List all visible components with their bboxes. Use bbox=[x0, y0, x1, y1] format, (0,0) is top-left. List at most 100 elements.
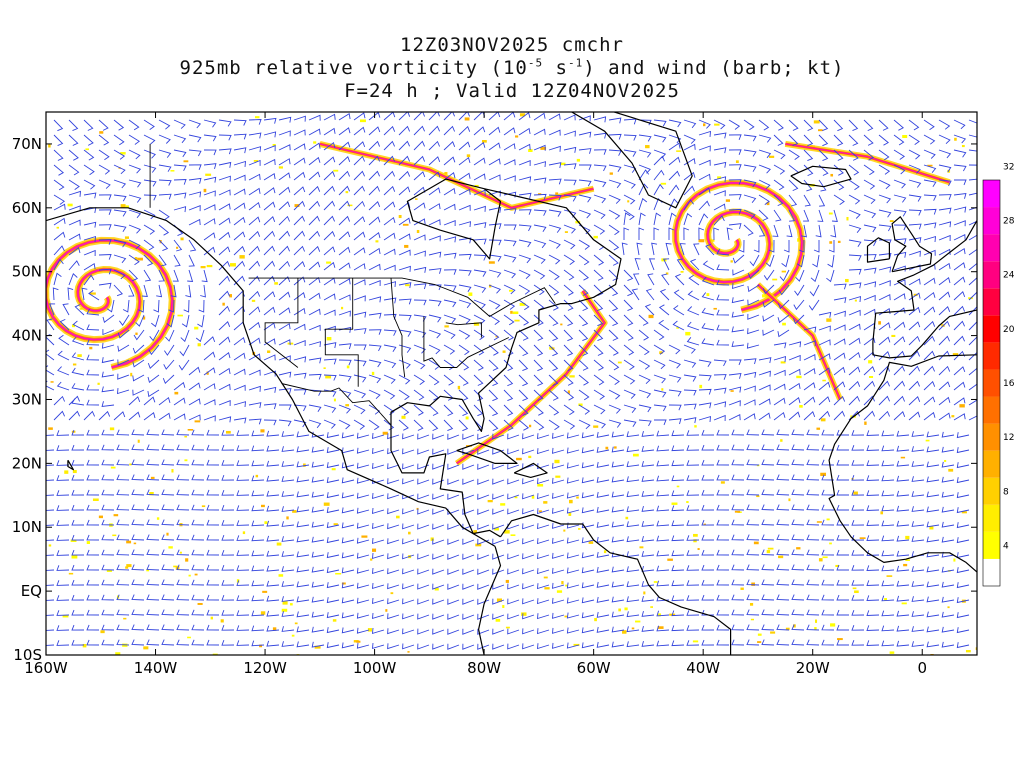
wind-barb bbox=[146, 609, 160, 616]
wind-barb bbox=[477, 463, 490, 470]
wind-barb bbox=[596, 581, 610, 588]
wind-barb bbox=[908, 134, 920, 145]
lat-tick-label: EQ bbox=[21, 582, 42, 600]
wind-barb bbox=[776, 594, 790, 601]
vorticity-speck bbox=[303, 463, 306, 467]
wind-barb bbox=[803, 354, 816, 361]
vorticity-speck bbox=[569, 375, 575, 378]
wind-barb bbox=[432, 433, 445, 440]
wind-barb bbox=[221, 609, 235, 616]
wind-barb bbox=[818, 353, 831, 361]
wind-barb bbox=[128, 269, 139, 282]
wind-barb bbox=[323, 230, 336, 241]
wind-barb bbox=[293, 215, 306, 226]
wind-barb bbox=[713, 176, 727, 183]
vorticity-speck bbox=[730, 260, 733, 263]
wind-barb bbox=[98, 209, 112, 215]
lon-tick-label: 40W bbox=[686, 659, 720, 677]
vorticity-speck bbox=[686, 501, 689, 504]
wind-barb bbox=[311, 491, 325, 498]
vorticity-speck bbox=[205, 173, 212, 176]
lon-tick-label: 140W bbox=[134, 659, 178, 677]
wind-barb bbox=[848, 351, 861, 361]
wind-barb bbox=[191, 519, 205, 526]
wind-barb bbox=[536, 613, 550, 620]
wind-barb bbox=[746, 549, 760, 556]
wind-barb bbox=[113, 239, 127, 248]
wind-barb bbox=[293, 245, 306, 256]
wind-barb bbox=[86, 339, 100, 346]
wind-barb bbox=[413, 344, 426, 354]
wind-barb bbox=[791, 639, 805, 646]
wind-barb bbox=[938, 412, 951, 421]
wind-barb bbox=[263, 386, 277, 393]
wind-barb bbox=[518, 299, 530, 311]
vorticity-speck bbox=[528, 455, 532, 459]
wind-barb bbox=[866, 505, 880, 511]
wind-barb bbox=[566, 507, 580, 514]
wind-barb bbox=[101, 549, 115, 556]
wind-barb bbox=[548, 145, 561, 152]
wind-barb bbox=[581, 552, 595, 559]
wind-barb bbox=[368, 329, 382, 335]
wind-barb bbox=[716, 339, 730, 346]
wind-barb bbox=[236, 625, 250, 631]
wind-barb bbox=[236, 520, 250, 526]
wind-barb bbox=[746, 429, 760, 436]
wind-barb bbox=[836, 549, 849, 556]
coastline bbox=[872, 220, 977, 359]
vorticity-speck bbox=[85, 148, 89, 151]
wind-barb bbox=[308, 261, 321, 271]
wind-barb bbox=[263, 245, 276, 256]
coastline bbox=[46, 207, 496, 547]
wind-barb bbox=[651, 242, 658, 256]
wind-barb bbox=[53, 134, 64, 147]
vorticity-speck bbox=[594, 617, 597, 622]
wind-barb bbox=[608, 224, 620, 236]
wind-barb bbox=[503, 389, 514, 402]
colorbar-segment bbox=[983, 558, 1000, 586]
wind-barb bbox=[413, 283, 427, 290]
wind-barb bbox=[747, 328, 760, 335]
wind-barb bbox=[611, 566, 625, 573]
wind-barb bbox=[731, 459, 745, 466]
wind-barb bbox=[596, 566, 610, 573]
wind-barb bbox=[593, 419, 606, 429]
wind-barb bbox=[731, 444, 745, 451]
wind-barb bbox=[203, 415, 216, 422]
wind-barb bbox=[53, 217, 66, 226]
wind-barb bbox=[941, 461, 955, 468]
wind-barb bbox=[638, 149, 652, 158]
wind-barb bbox=[878, 395, 891, 406]
wind-barb bbox=[98, 282, 112, 289]
wind-barb bbox=[368, 374, 382, 384]
wind-barb bbox=[488, 206, 502, 213]
wind-barb bbox=[218, 336, 231, 346]
wind-barb bbox=[671, 595, 685, 602]
wind-barb bbox=[926, 566, 940, 573]
wind-barb bbox=[762, 284, 775, 295]
wind-barb bbox=[113, 254, 127, 264]
wind-barb bbox=[507, 448, 520, 455]
vorticity-speck bbox=[89, 346, 93, 350]
wind-barb bbox=[138, 299, 145, 313]
vorticity-shading bbox=[46, 113, 977, 655]
wind-barb bbox=[53, 164, 64, 176]
wind-barb bbox=[956, 627, 970, 634]
vorticity-speck bbox=[242, 531, 246, 535]
wind-barb bbox=[296, 506, 310, 513]
wind-barb bbox=[848, 337, 861, 346]
wind-barb bbox=[293, 404, 307, 412]
wind-barb bbox=[596, 491, 610, 498]
wind-barb bbox=[776, 519, 790, 526]
wind-barb bbox=[941, 446, 955, 453]
wind-barb bbox=[896, 640, 910, 647]
wind-barb bbox=[101, 624, 115, 631]
wind-barb bbox=[161, 459, 175, 466]
wind-barb bbox=[206, 444, 220, 451]
vorticity-speck bbox=[954, 137, 957, 141]
wind-barb bbox=[686, 445, 700, 451]
wind-barb bbox=[641, 580, 655, 587]
vorticity-speck bbox=[367, 628, 373, 632]
wind-barb bbox=[296, 641, 310, 648]
